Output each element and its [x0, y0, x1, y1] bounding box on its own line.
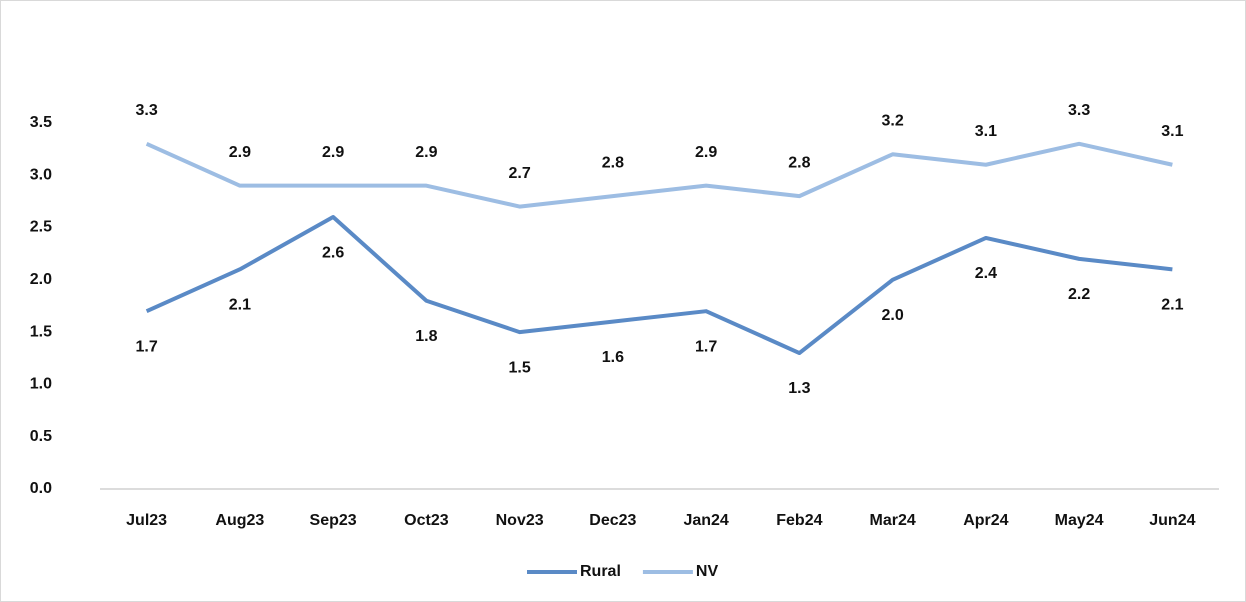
data-label: 3.2: [882, 112, 904, 129]
x-tick-label: Apr24: [963, 512, 1008, 529]
legend-label: NV: [696, 563, 719, 580]
data-label: 2.6: [322, 244, 344, 261]
x-tick-label: Oct23: [404, 512, 449, 529]
data-label: 2.1: [1161, 297, 1183, 314]
x-tick-label: Jan24: [683, 512, 728, 529]
x-tick-label: Nov23: [496, 512, 544, 529]
data-label: 2.4: [975, 265, 997, 282]
y-tick-label: 2.5: [30, 219, 52, 236]
data-label: 2.2: [1068, 286, 1090, 303]
data-label: 1.3: [788, 380, 810, 397]
data-label: 1.6: [602, 349, 624, 366]
data-label: 2.9: [695, 144, 717, 161]
data-label: 2.9: [229, 144, 251, 161]
x-tick-label: Sep23: [310, 512, 357, 529]
data-label: 3.1: [975, 123, 997, 140]
y-tick-label: 0.5: [30, 428, 52, 445]
legend-label: Rural: [580, 563, 621, 580]
x-tick-label: Mar24: [870, 512, 916, 529]
data-label: 3.3: [136, 102, 158, 119]
data-label: 3.1: [1161, 123, 1183, 140]
x-tick-label: May24: [1055, 512, 1104, 529]
data-label: 2.9: [322, 144, 344, 161]
data-label: 2.1: [229, 297, 251, 314]
series-line: [145, 141, 1173, 209]
y-tick-label: 2.0: [30, 271, 52, 288]
x-tick-label: Dec23: [589, 512, 636, 529]
data-label: 1.7: [136, 338, 158, 355]
y-tick-label: 0.0: [30, 480, 52, 497]
data-label: 2.8: [602, 154, 624, 171]
x-tick-label: Feb24: [776, 512, 822, 529]
data-label: 1.8: [415, 328, 437, 345]
y-tick-label: 1.5: [30, 323, 52, 340]
data-label: 1.7: [695, 338, 717, 355]
data-label: 3.3: [1068, 102, 1090, 119]
data-label: 2.7: [509, 165, 531, 182]
y-tick-label: 3.5: [30, 114, 52, 131]
x-tick-label: Aug23: [215, 512, 264, 529]
x-tick-label: Jun24: [1149, 512, 1195, 529]
y-tick-label: 3.0: [30, 166, 52, 183]
y-tick-label: 1.0: [30, 376, 52, 393]
x-tick-label: Jul23: [126, 512, 167, 529]
data-label: 2.8: [788, 154, 810, 171]
data-label: 2.0: [882, 307, 904, 324]
series-line: [145, 215, 1173, 356]
data-label: 1.5: [509, 359, 531, 376]
data-label: 2.9: [415, 144, 437, 161]
